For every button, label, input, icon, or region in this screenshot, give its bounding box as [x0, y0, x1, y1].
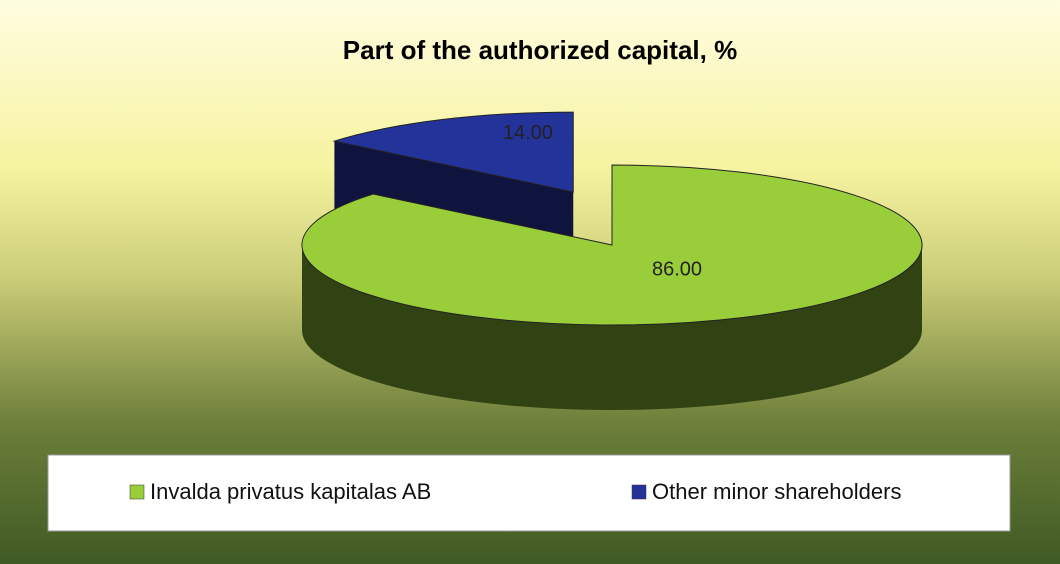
chart-title: Part of the authorized capital, % [343, 35, 737, 65]
legend-swatch [129, 484, 145, 500]
data-label: 86.00 [652, 258, 702, 280]
legend-swatch [631, 484, 647, 500]
slice [332, 111, 574, 193]
legend-label: Invalda privatus kapitalas AB [150, 479, 431, 504]
legend-label: Other minor shareholders [652, 479, 901, 504]
slice-wall [302, 245, 922, 410]
legend-box [47, 454, 1011, 532]
legend: Invalda privatus kapitalas AB Other minor… [129, 479, 901, 504]
pie: 14.00 86.00 [301, 111, 923, 410]
slice [301, 164, 923, 326]
data-label: 14.00 [503, 122, 553, 144]
